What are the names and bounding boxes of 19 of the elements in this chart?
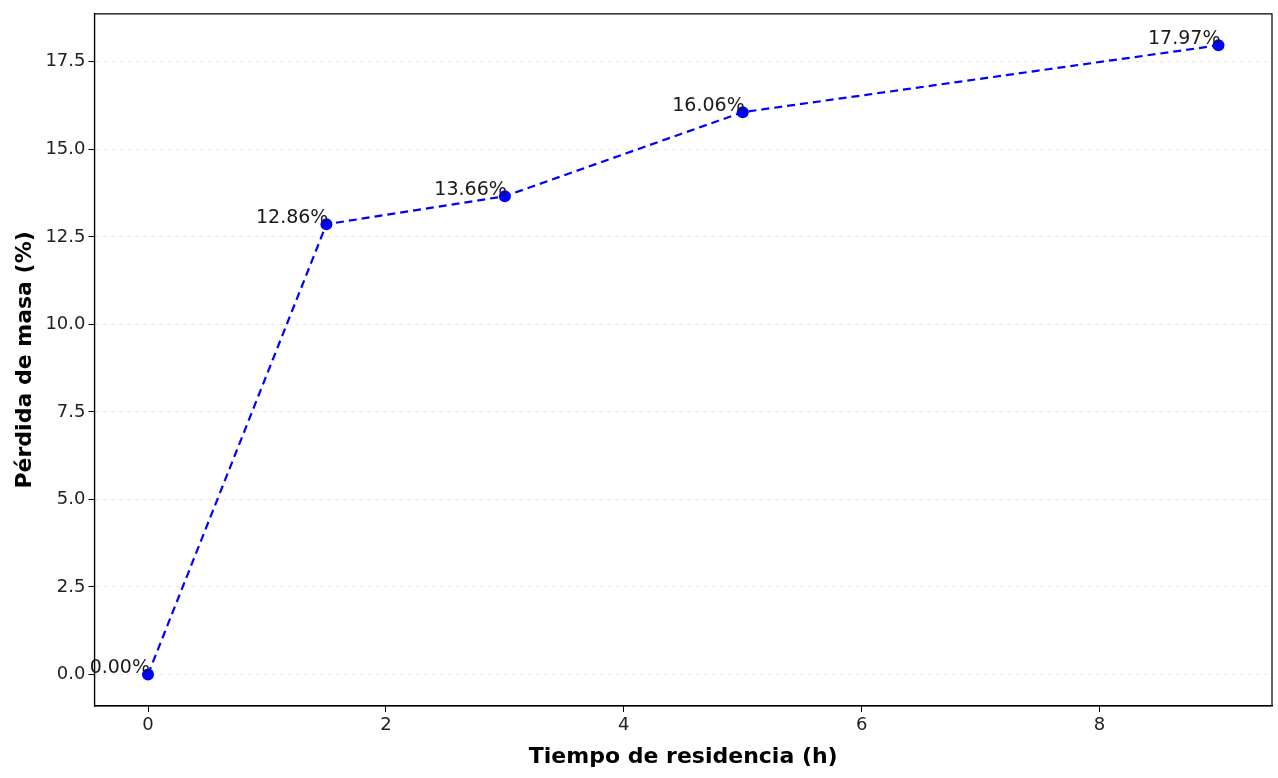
y-tick-label: 12.5	[45, 224, 86, 246]
x-tick-label: 2	[380, 713, 392, 735]
y-tick-label: 7.5	[56, 399, 86, 421]
x-tick-label: 4	[618, 713, 630, 735]
y-tick-label: 5.0	[56, 487, 86, 509]
x-tick-label: 0	[142, 713, 154, 735]
y-tick-label: 15.0	[45, 136, 86, 158]
y-tick-label: 2.5	[56, 574, 86, 596]
x-axis-title: Tiempo de residencia (h)	[528, 742, 838, 768]
y-tick-label: 10.0	[45, 312, 86, 334]
y-tick-label: 0.0	[56, 662, 86, 684]
x-tick-label: 6	[855, 713, 868, 735]
y-axis-title: Pérdida de masa (%)	[10, 231, 36, 489]
y-tick-label: 17.5	[45, 49, 86, 71]
data-label: 12.86%	[255, 204, 329, 227]
data-label: 13.66%	[434, 176, 507, 199]
data-label: 16.06%	[672, 92, 745, 115]
data-label: 17.97%	[1148, 25, 1221, 48]
x-tick-label: 8	[1093, 713, 1106, 735]
